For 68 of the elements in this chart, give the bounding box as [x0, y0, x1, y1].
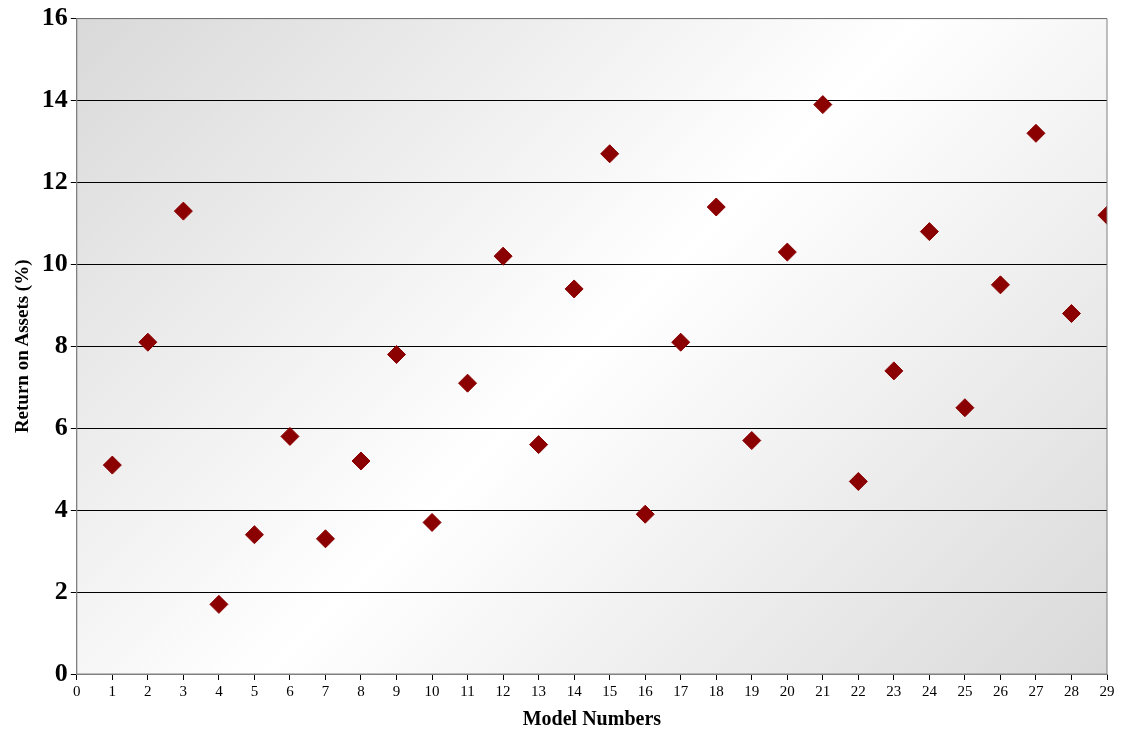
point [742, 431, 762, 451]
x-tick-label: 13 [531, 682, 547, 699]
point [564, 279, 584, 299]
point [387, 344, 407, 364]
point [244, 525, 264, 545]
point [1026, 123, 1046, 143]
x-tick-label: 29 [1099, 682, 1115, 699]
x-tick-label: 23 [886, 682, 902, 699]
y-tick-label: 12 [41, 166, 68, 196]
x-tick-label: 24 [921, 682, 938, 699]
x-tick-label: 9 [392, 682, 401, 699]
x-tick-label: 12 [495, 682, 511, 699]
x-tick-label: 25 [957, 682, 973, 699]
x-tick-label: 3 [179, 682, 188, 699]
point [1061, 304, 1081, 324]
x-tick-label: 8 [357, 682, 365, 699]
x-tick-label: 22 [850, 682, 866, 699]
y-tick-label: 10 [41, 248, 68, 278]
point [422, 512, 442, 532]
x-tick-label: 1 [108, 682, 117, 699]
y-tick-label: 16 [41, 2, 68, 32]
y-tick-label: 14 [41, 84, 68, 114]
x-tick-label: 2 [144, 682, 152, 699]
point [209, 594, 229, 614]
x-tick-label: 18 [708, 682, 724, 699]
x-tick-label: 19 [744, 682, 760, 699]
point [671, 332, 691, 352]
x-tick-label: 0 [73, 682, 81, 699]
point [138, 332, 158, 352]
point [635, 504, 655, 524]
x-tick-label: 16 [637, 682, 654, 699]
x-tick-label: 17 [673, 682, 689, 699]
x-tick-label: 11 [460, 682, 475, 699]
point [351, 451, 371, 471]
x-tick-label: 26 [992, 682, 1009, 699]
point [458, 373, 478, 393]
point [706, 197, 726, 217]
x-tick-label: 10 [424, 682, 440, 699]
x-axis-title: Model Numbers [522, 707, 662, 730]
x-tick-label: 28 [1063, 682, 1079, 699]
point [600, 144, 620, 164]
point [493, 246, 513, 266]
y-tick-label: 6 [54, 411, 68, 441]
x-tick-label: 5 [250, 682, 259, 699]
x-tick-label: 27 [1028, 682, 1044, 699]
point [102, 455, 122, 475]
y-axis-title: Return on Assets (%) [11, 259, 34, 434]
point [848, 471, 868, 491]
point [280, 426, 300, 446]
point [990, 275, 1010, 295]
x-tick-label: 15 [602, 682, 618, 699]
point [919, 222, 939, 242]
y-tick-label: 4 [54, 493, 68, 523]
y-tick-label: 2 [54, 575, 68, 605]
point [173, 201, 193, 221]
y-tick-label: 8 [54, 330, 68, 360]
x-tick-label: 6 [286, 682, 295, 699]
point [884, 361, 904, 381]
x-tick-label: 7 [321, 682, 330, 699]
point [777, 242, 797, 262]
point [955, 398, 975, 418]
x-tick-label: 4 [215, 682, 224, 699]
point [813, 95, 833, 115]
x-tick-label: 14 [566, 682, 583, 699]
point [315, 529, 335, 549]
point [529, 435, 549, 455]
x-tick-label: 21 [815, 682, 831, 699]
x-tick-label: 20 [779, 682, 795, 699]
